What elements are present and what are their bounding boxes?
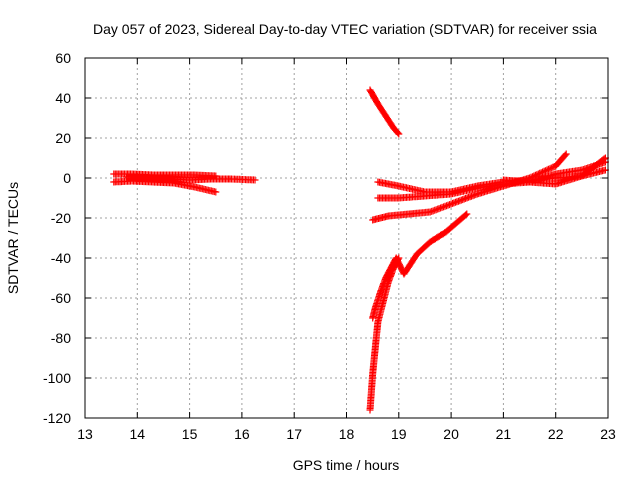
data-point-markers [110, 177, 220, 196]
marks-layer [110, 86, 609, 414]
x-tick-label: 13 [77, 426, 93, 442]
y-axis-title: SDTVAR / TECUs [5, 182, 21, 294]
tick-layer: 13 14 15 16 17 18 19 20 21 22 23 -120 -100 -80 -60 -40 -… [43, 50, 616, 442]
y-tick-label: -120 [43, 410, 71, 426]
y-tick-label: -40 [51, 250, 71, 266]
y-tick-label: -20 [51, 210, 71, 226]
chart-title: Day 057 of 2023, Sidereal Day-to-day VTE… [93, 21, 597, 37]
series-arc-h [499, 154, 609, 188]
y-tick-label: -60 [51, 290, 71, 306]
series-arc-b [110, 177, 220, 196]
x-axis-title: GPS time / hours [293, 457, 400, 473]
y-tick-label: 0 [63, 170, 71, 186]
data-point-markers [123, 173, 259, 184]
data-point-markers [499, 154, 609, 188]
y-tick-label: -100 [43, 370, 71, 386]
series-arc-j [366, 254, 403, 414]
y-tick-label: 20 [55, 130, 71, 146]
x-tick-label: 17 [286, 426, 302, 442]
y-tick-label: 60 [55, 50, 71, 66]
y-tick-label: 40 [55, 90, 71, 106]
x-tick-label: 21 [496, 426, 512, 442]
x-tick-label: 20 [443, 426, 459, 442]
series-arc-a [110, 170, 220, 180]
x-tick-label: 14 [130, 426, 146, 442]
series-arc-c [123, 173, 259, 184]
x-tick-label: 16 [234, 426, 250, 442]
series-arc-d [366, 86, 403, 138]
x-tick-label: 19 [391, 426, 407, 442]
data-point-markers [110, 170, 220, 180]
y-tick-label: -80 [51, 330, 71, 346]
data-point-markers [366, 86, 403, 138]
data-point-markers [366, 254, 403, 414]
x-tick-label: 22 [548, 426, 564, 442]
x-tick-label: 18 [339, 426, 355, 442]
x-tick-label: 23 [600, 426, 616, 442]
x-tick-label: 15 [182, 426, 198, 442]
